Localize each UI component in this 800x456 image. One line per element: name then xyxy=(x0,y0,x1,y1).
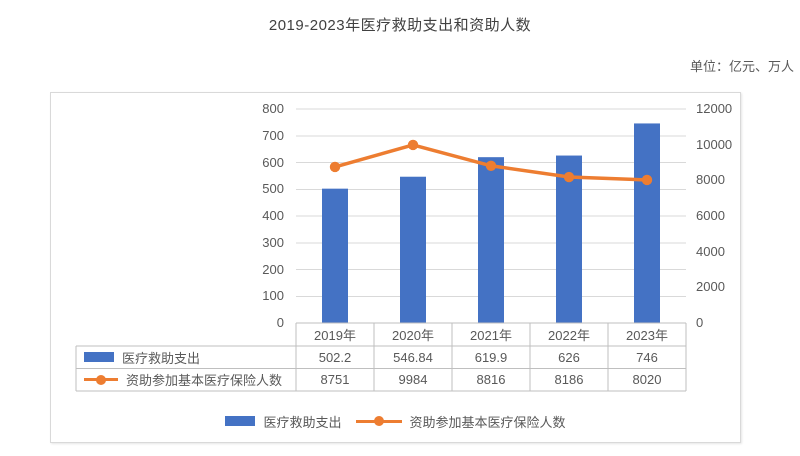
table-value-bar-2019年: 502.2 xyxy=(318,349,352,365)
unit-label: 单位：亿元、万人 xyxy=(689,59,794,74)
bar-2022年[interactable] xyxy=(556,155,582,323)
right-axis-tick-6000: 6000 xyxy=(696,208,725,223)
bar-series-swatch xyxy=(225,416,256,426)
table-value-line-2020年: 9984 xyxy=(398,372,428,388)
table-value-bar-2021年: 619.9 xyxy=(474,349,508,365)
chart-legend: 医疗救助支出 资助参加基本医疗保险人数 xyxy=(51,411,740,431)
table-header-2021年: 2021年 xyxy=(470,328,512,343)
bar-2021年[interactable] xyxy=(478,157,504,323)
table-series-name: 医疗救助支出 xyxy=(122,350,201,366)
table-value-bar-2023年: 746 xyxy=(636,349,658,365)
left-axis-tick-200: 200 xyxy=(262,261,284,277)
right-axis-tick-0: 0 xyxy=(696,315,704,330)
table-header-2022年: 2022年 xyxy=(548,328,590,343)
left-axis-tick-800: 800 xyxy=(262,101,284,116)
bar-series-swatch xyxy=(84,352,114,363)
table-header-2019年: 2019年 xyxy=(314,328,356,343)
legend-item-label: 医疗救助支出 xyxy=(263,414,342,430)
line-marker-2020年[interactable] xyxy=(407,139,419,151)
chart-container: 0 100 200 300 400 500 600 700 800 0 2000 4000 6000 8… xyxy=(50,92,741,443)
table-series-name: 资助参加基本医疗保险人数 xyxy=(126,373,283,389)
bar-2020年[interactable] xyxy=(400,176,426,323)
bar-2023年[interactable] xyxy=(634,123,660,323)
left-axis-tick-700: 700 xyxy=(262,127,284,143)
table-series-key-bar[interactable]: 医疗救助支出 xyxy=(84,346,294,369)
left-axis-tick-600: 600 xyxy=(262,154,284,170)
right-axis-tick-4000: 4000 xyxy=(696,243,725,259)
right-axis-tick-2000: 2000 xyxy=(696,279,725,295)
left-axis-tick-500: 500 xyxy=(262,181,284,197)
table-value-bar-2022年: 626 xyxy=(558,349,580,365)
left-axis-tick-400: 400 xyxy=(262,208,284,223)
legend-item-label: 资助参加基本医疗保险人数 xyxy=(409,414,566,430)
table-value-line-2022年: 8186 xyxy=(554,372,584,388)
line-swatch-dot xyxy=(96,374,106,385)
line-series-swatch xyxy=(84,374,118,385)
left-axis-tick-0: 0 xyxy=(276,315,284,330)
legend-item-line[interactable]: 资助参加基本医疗保险人数 xyxy=(355,412,566,431)
line-marker-2022年[interactable] xyxy=(563,171,575,183)
left-axis-tick-100: 100 xyxy=(262,288,284,304)
table-value-line-2023年: 8020 xyxy=(632,372,662,388)
plot-area xyxy=(75,108,687,392)
table-value-bar-2020年: 546.84 xyxy=(393,349,433,365)
right-axis-tick-10000: 10000 xyxy=(696,136,733,152)
line-swatch-dot xyxy=(373,416,384,426)
line-marker-2023年[interactable] xyxy=(641,174,653,186)
table-value-line-2019年: 8751 xyxy=(320,372,350,388)
legend-item-bar[interactable]: 医疗救助支出 xyxy=(225,412,342,431)
bar-2019年[interactable] xyxy=(322,188,348,323)
table-header-2023年: 2023年 xyxy=(626,328,668,343)
line-marker-2019年[interactable] xyxy=(329,161,341,173)
chart-title: 2019-2023年医疗救助支出和资助人数 xyxy=(268,17,532,34)
line-series-swatch xyxy=(355,416,402,427)
table-value-line-2021年: 8816 xyxy=(476,372,506,388)
line-marker-2021年[interactable] xyxy=(485,160,497,171)
table-header-2020年: 2020年 xyxy=(392,328,434,343)
left-axis-tick-300: 300 xyxy=(262,234,284,250)
right-axis-tick-12000: 12000 xyxy=(696,101,733,116)
table-series-key-line[interactable]: 资助参加基本医疗保险人数 xyxy=(84,369,294,392)
right-axis-tick-8000: 8000 xyxy=(696,172,725,188)
